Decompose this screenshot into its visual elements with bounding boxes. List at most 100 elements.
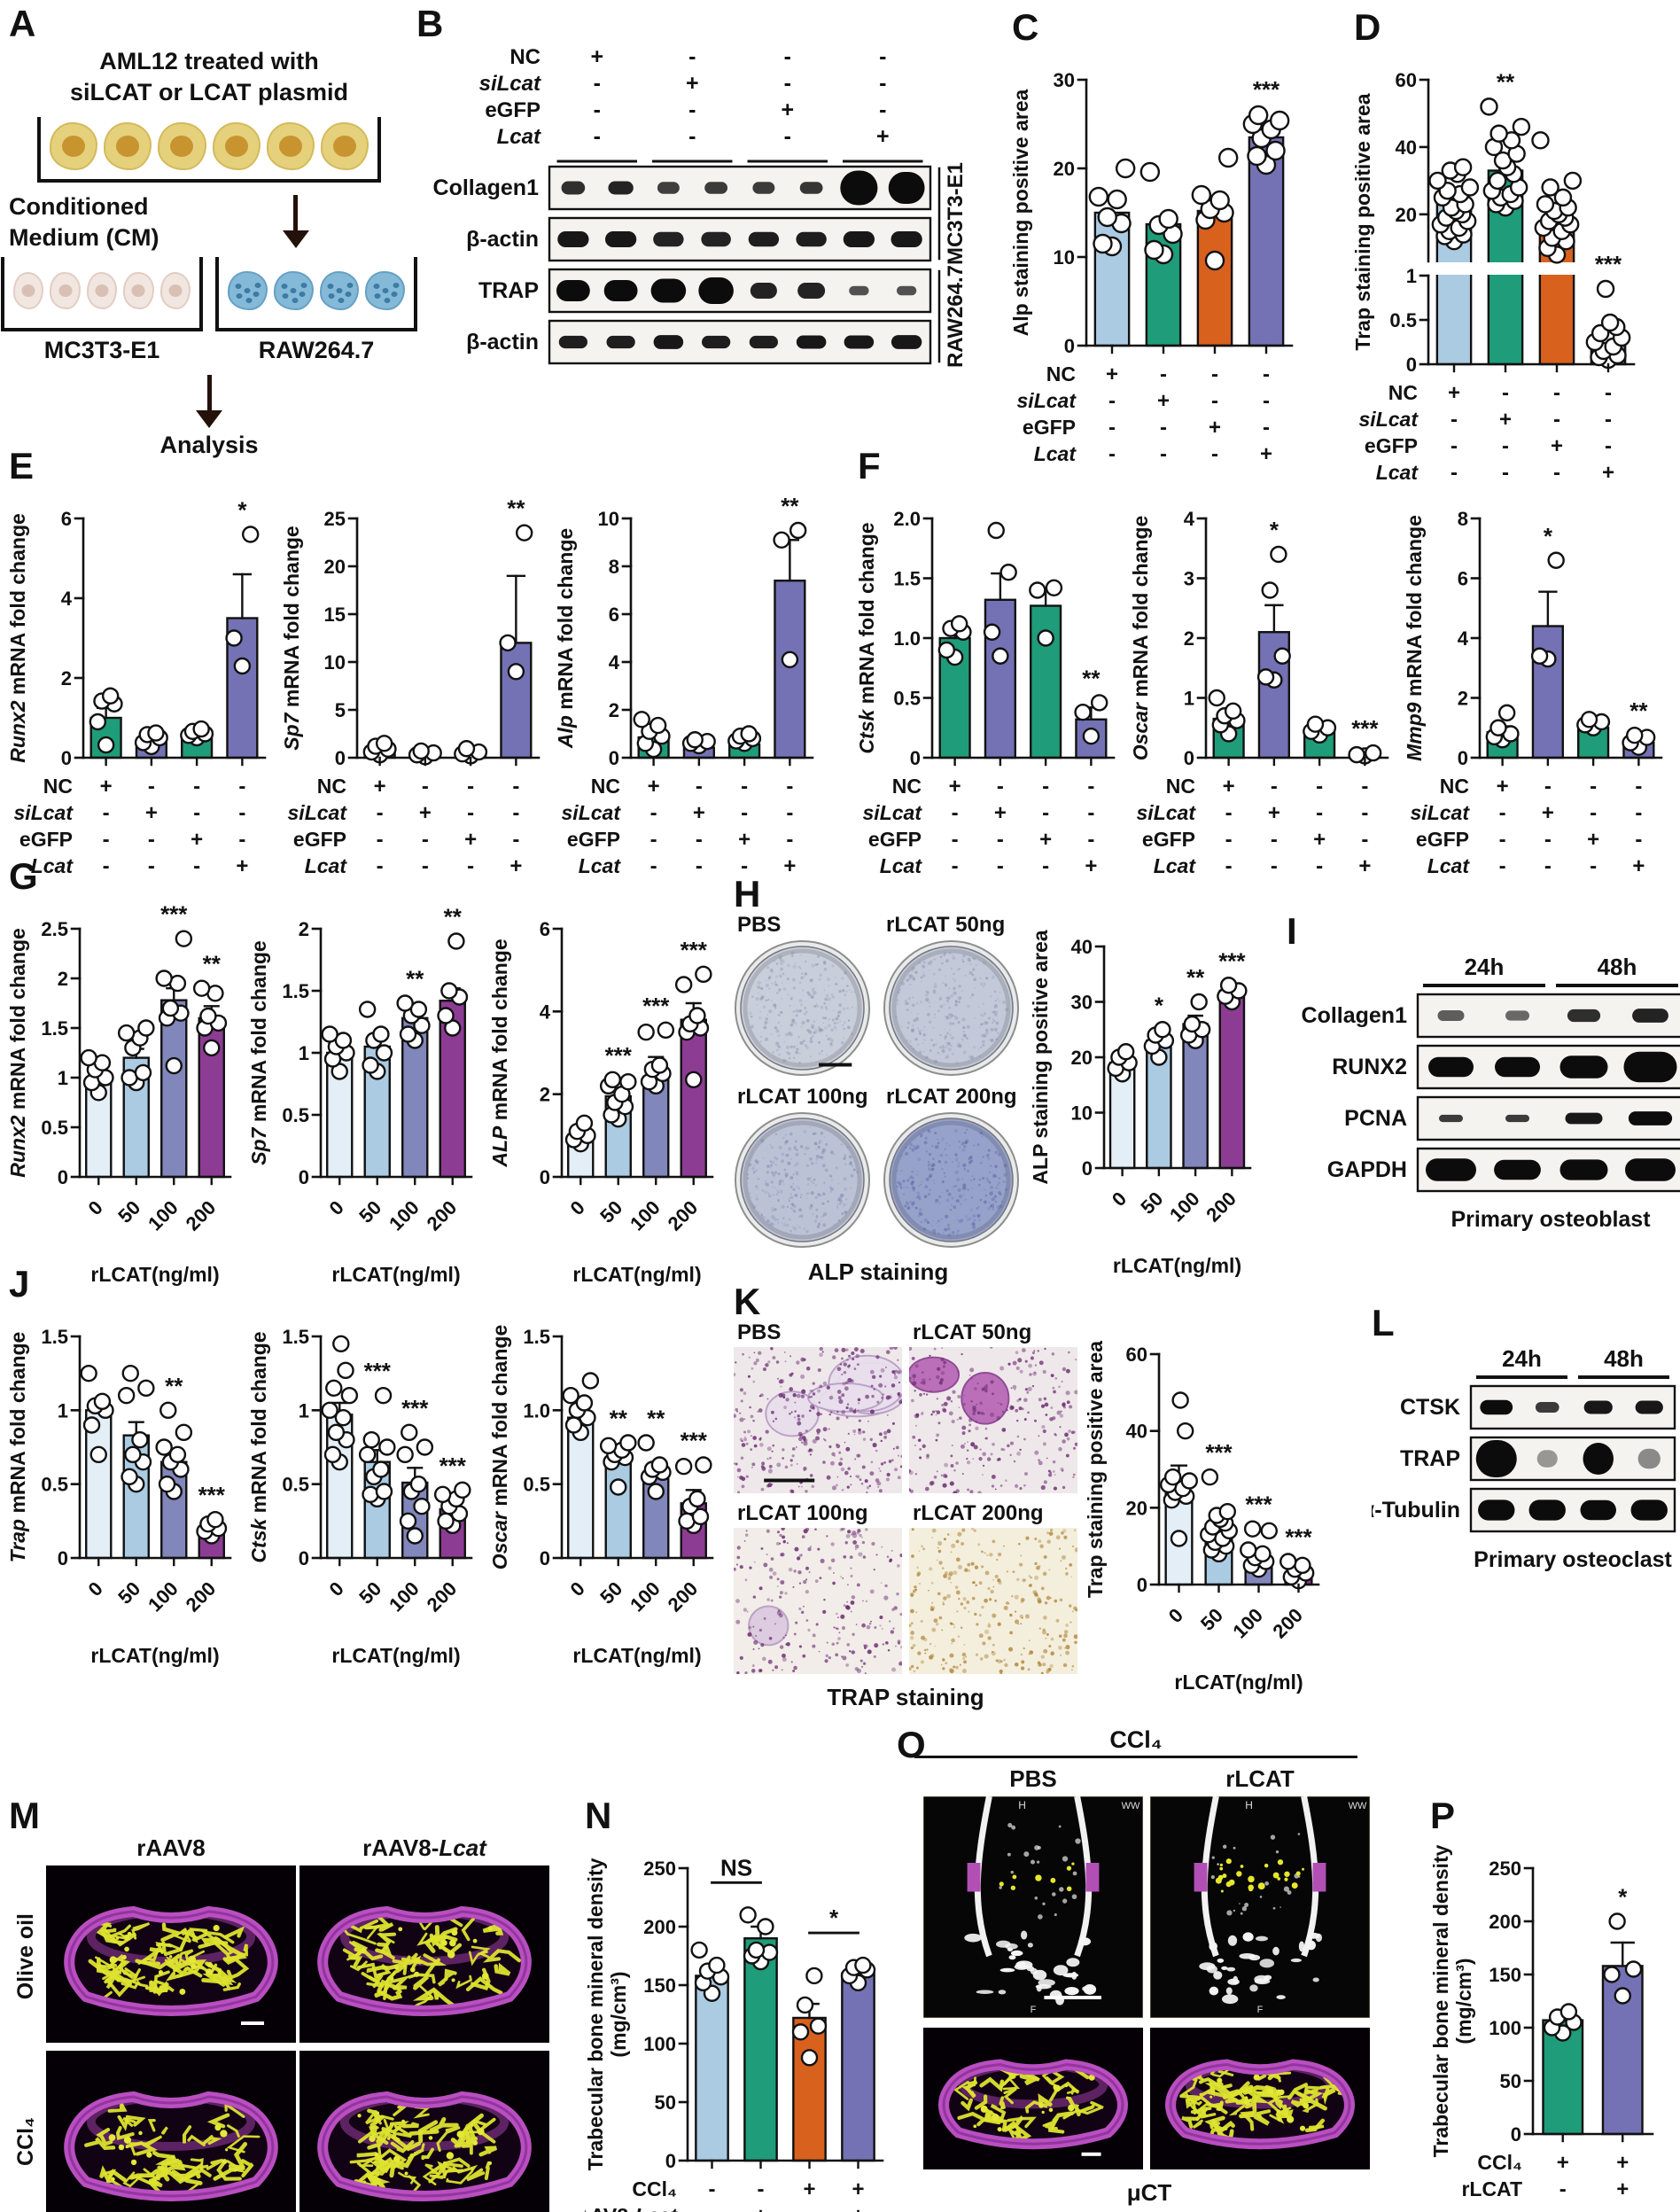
svg-text:siLcat: siLcat xyxy=(863,801,923,824)
svg-text:-: - xyxy=(1544,775,1552,798)
dot xyxy=(374,1386,393,1405)
dot xyxy=(1201,1468,1219,1486)
dot xyxy=(1265,140,1286,161)
svg-text:**: ** xyxy=(507,495,525,522)
o-uct-caption: μCT xyxy=(1126,2179,1172,2206)
dot xyxy=(1219,977,1238,994)
svg-text:-: - xyxy=(1553,381,1560,405)
svg-text:+: + xyxy=(509,854,522,878)
svg-text:-: - xyxy=(696,854,703,878)
svg-text:-: - xyxy=(709,2204,716,2212)
svg-text:-: - xyxy=(1271,854,1278,878)
svg-text:4: 4 xyxy=(540,1001,551,1023)
svg-text:-: - xyxy=(952,828,959,852)
dot xyxy=(1097,206,1117,228)
trap-staining-images: PBS rLCAT 50ng rLCAT 100ng rLCAT 200ng xyxy=(732,1320,1079,1678)
dot xyxy=(1614,1987,1631,2005)
svg-text:Lcat: Lcat xyxy=(305,854,348,877)
svg-text:20: 20 xyxy=(1126,1497,1147,1519)
dot xyxy=(362,1056,379,1074)
uct-image-ccl4-raav8 xyxy=(46,2051,296,2212)
svg-text:10: 10 xyxy=(1054,246,1075,269)
svg-text:Ctsk mRNA fold change: Ctsk mRNA fold change xyxy=(250,1331,270,1562)
svg-text:NC: NC xyxy=(1388,381,1418,404)
svg-text:siLcat: siLcat xyxy=(562,801,622,824)
chart-mmp9-mrna: 0 2 4 6 8 * ** NC + - - - siLcat - + - - eGFP - - + - Lcat - - - +… xyxy=(1403,485,1676,888)
uct-row-ccl4: CCl₄ xyxy=(12,2117,38,2166)
bar xyxy=(1218,989,1246,1170)
svg-text:+: + xyxy=(236,854,248,878)
dot xyxy=(401,1423,418,1442)
panel-h-letter: H xyxy=(734,873,761,915)
bar xyxy=(680,1018,707,1179)
dot xyxy=(1530,647,1549,665)
svg-text:+: + xyxy=(1085,854,1097,878)
dot xyxy=(1176,1421,1194,1440)
svg-text:-: - xyxy=(422,828,429,852)
panel-i: I 24h 48h Collagen1 RUNX2 PCNA GAPDH Primary o… xyxy=(1287,913,1680,1238)
dot xyxy=(93,1392,112,1411)
svg-text:-: - xyxy=(786,828,793,852)
svg-text:-: - xyxy=(103,828,110,852)
dot xyxy=(515,524,533,541)
svg-text:-: - xyxy=(594,124,601,149)
trap-histology-pbs xyxy=(732,1345,909,1498)
chart-runx2-mrna-rlcat: 0 0.5 1 1.5 2 2.5 *** ** 0 50 100 200 rLCAT(ng/ml) Ru… xyxy=(6,895,245,1295)
dot xyxy=(406,1527,424,1545)
svg-text:1.5: 1.5 xyxy=(41,1017,68,1040)
dot xyxy=(192,720,210,738)
svg-text:-: - xyxy=(148,854,155,878)
svg-text:**: ** xyxy=(781,493,799,519)
svg-text:NC: NC xyxy=(509,45,541,69)
histo-label: rLCAT 100ng xyxy=(737,1501,868,1525)
svg-text:-: - xyxy=(997,854,1004,878)
svg-text:***: *** xyxy=(1595,251,1622,277)
svg-text:-: - xyxy=(1451,434,1458,458)
trap-staining-caption: TRAP staining xyxy=(827,1684,984,1710)
dot xyxy=(137,1019,155,1037)
svg-text:-: - xyxy=(786,775,793,798)
svg-text:-: - xyxy=(103,854,110,878)
svg-text:2: 2 xyxy=(61,667,72,689)
svg-text:Lcat: Lcat xyxy=(1427,854,1471,877)
svg-text:0: 0 xyxy=(540,1166,550,1188)
svg-text:NC: NC xyxy=(1440,775,1469,798)
raw264-cell xyxy=(365,271,405,311)
dot xyxy=(685,1071,703,1089)
svg-text:0: 0 xyxy=(83,1577,106,1601)
svg-text:-: - xyxy=(1316,801,1323,825)
svg-text:-: - xyxy=(1108,442,1116,466)
svg-text:***: *** xyxy=(642,993,670,1019)
svg-text:+: + xyxy=(1157,389,1170,413)
svg-text:rLCAT(ng/ml): rLCAT(ng/ml) xyxy=(572,1644,701,1667)
svg-text:15: 15 xyxy=(324,604,346,626)
svg-text:+: + xyxy=(1602,461,1614,485)
dot xyxy=(1254,1545,1272,1563)
svg-text:Lcat: Lcat xyxy=(31,854,74,877)
conditioned-medium-label: Conditioned Medium (CM) xyxy=(9,193,159,252)
dot xyxy=(203,1039,221,1057)
svg-text:+: + xyxy=(1587,828,1599,852)
svg-text:-: - xyxy=(1087,775,1094,798)
dot xyxy=(800,2049,819,2067)
dot xyxy=(241,526,260,543)
dot xyxy=(695,1456,712,1474)
dot xyxy=(1488,171,1507,191)
svg-text:1.0: 1.0 xyxy=(893,627,921,650)
panel-n-letter: N xyxy=(585,1795,612,1836)
svg-text:ALP mRNA fold change: ALP mRNA fold change xyxy=(491,939,511,1167)
aml12-cell xyxy=(320,122,369,171)
svg-text:+: + xyxy=(1260,442,1272,466)
svg-text:Trap staining positive area: Trap staining positive area xyxy=(1354,93,1374,350)
svg-text:-: - xyxy=(1502,461,1509,485)
svg-text:eGFP: eGFP xyxy=(293,828,346,851)
svg-text:0: 0 xyxy=(1511,2123,1521,2146)
svg-text:rAAV8-Lcat: rAAV8-Lcat xyxy=(585,2204,678,2212)
svg-text:0.5: 0.5 xyxy=(1389,309,1417,331)
dot xyxy=(690,1941,708,1959)
dot xyxy=(610,1478,627,1496)
svg-text:***: *** xyxy=(1205,1439,1233,1466)
dot xyxy=(168,1445,187,1464)
svg-text:Oscar mRNA fold change: Oscar mRNA fold change xyxy=(491,1325,511,1570)
svg-text:-: - xyxy=(238,828,245,852)
